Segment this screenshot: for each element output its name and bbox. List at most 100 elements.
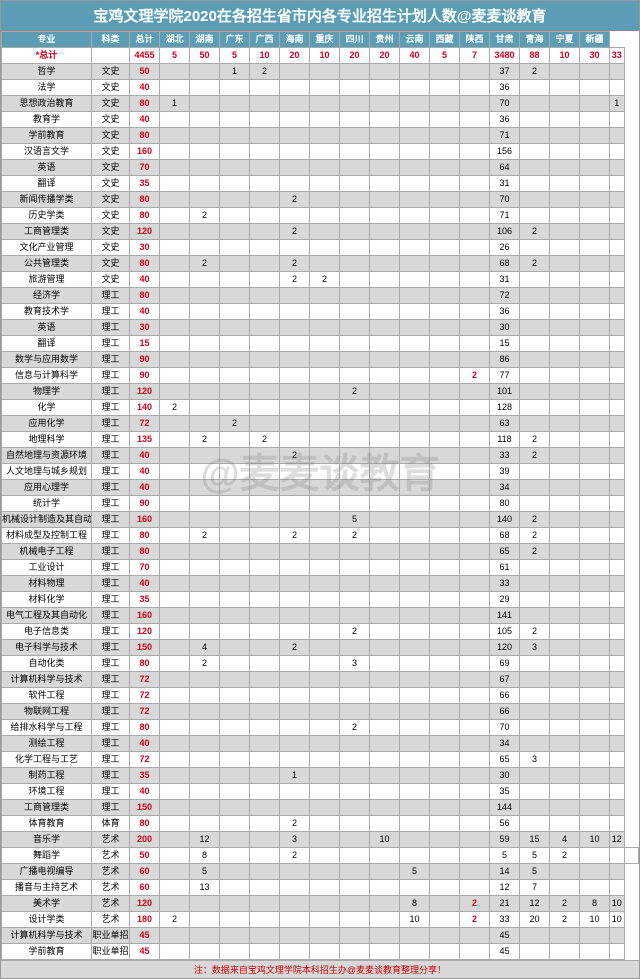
col-header: 湖北 [160, 32, 190, 48]
data-cell [460, 656, 490, 672]
data-cell [370, 144, 400, 160]
data-cell [460, 288, 490, 304]
data-cell [250, 400, 280, 416]
data-cell [160, 336, 190, 352]
data-cell [580, 528, 610, 544]
data-cell [400, 240, 430, 256]
data-cell [340, 912, 370, 928]
data-cell [430, 400, 460, 416]
data-cell [160, 416, 190, 432]
data-cell: 8 [190, 848, 220, 864]
data-cell: 理工 [92, 768, 130, 784]
data-cell: 101 [490, 384, 520, 400]
col-header: 总计 [130, 32, 160, 48]
data-cell [250, 944, 280, 960]
data-cell [610, 288, 625, 304]
data-cell [580, 848, 610, 864]
data-cell [310, 528, 340, 544]
data-cell [160, 368, 190, 384]
table-row: 应用化学理工72263 [2, 416, 639, 432]
data-cell [310, 800, 340, 816]
data-cell [430, 96, 460, 112]
data-cell [310, 288, 340, 304]
data-cell: 艺术 [92, 864, 130, 880]
data-cell: 2 [250, 64, 280, 80]
data-cell: 4 [550, 832, 580, 848]
table-row: 数学与应用数学理工9086 [2, 352, 639, 368]
data-cell: 数学与应用数学 [2, 352, 92, 368]
data-cell [610, 192, 625, 208]
data-cell [250, 640, 280, 656]
data-cell [460, 496, 490, 512]
data-cell [220, 320, 250, 336]
data-cell: 化学 [2, 400, 92, 416]
table-row: 软件工程理工7266 [2, 688, 639, 704]
data-cell: 200 [130, 832, 160, 848]
data-cell: 2 [520, 528, 550, 544]
table-row: 播音与主持艺术艺术6013127 [2, 880, 639, 896]
data-cell [430, 64, 460, 80]
data-cell: 教育学 [2, 112, 92, 128]
data-cell [550, 544, 580, 560]
data-cell [460, 224, 490, 240]
data-cell [580, 784, 610, 800]
data-cell: 音乐学 [2, 832, 92, 848]
data-cell: 70 [130, 560, 160, 576]
data-cell [160, 224, 190, 240]
data-cell: 30 [130, 240, 160, 256]
data-cell [220, 784, 250, 800]
data-cell [280, 912, 310, 928]
data-cell [550, 304, 580, 320]
data-cell [430, 864, 460, 880]
data-cell [550, 288, 580, 304]
data-cell: 旅游管理 [2, 272, 92, 288]
data-cell [460, 544, 490, 560]
data-cell: 体育教育 [2, 816, 92, 832]
data-cell: 141 [490, 608, 520, 624]
data-cell: 文史 [92, 96, 130, 112]
data-cell [280, 144, 310, 160]
data-cell [220, 624, 250, 640]
total-cell: 33 [610, 48, 625, 64]
data-cell [550, 640, 580, 656]
data-cell [340, 816, 370, 832]
data-cell [340, 96, 370, 112]
data-cell [520, 80, 550, 96]
data-cell [250, 592, 280, 608]
data-cell [310, 192, 340, 208]
table-row: 信息与计算科学理工90277 [2, 368, 639, 384]
data-cell [460, 256, 490, 272]
data-cell: 理工 [92, 288, 130, 304]
data-cell [190, 112, 220, 128]
data-cell [280, 288, 310, 304]
data-cell [160, 464, 190, 480]
data-cell [400, 208, 430, 224]
data-cell [310, 160, 340, 176]
data-cell: 2 [190, 528, 220, 544]
data-cell [190, 352, 220, 368]
data-cell [400, 512, 430, 528]
data-cell: 机械电子工程 [2, 544, 92, 560]
data-cell [310, 384, 340, 400]
data-cell [400, 576, 430, 592]
data-cell [430, 560, 460, 576]
data-cell: 68 [490, 528, 520, 544]
data-cell: 5 [520, 848, 550, 864]
data-cell [460, 640, 490, 656]
data-cell [220, 448, 250, 464]
total-cell: 7 [460, 48, 490, 64]
data-cell [460, 736, 490, 752]
data-cell [280, 672, 310, 688]
data-cell [580, 224, 610, 240]
total-cell: 5 [160, 48, 190, 64]
data-cell: 65 [490, 544, 520, 560]
data-cell [370, 640, 400, 656]
data-cell [610, 400, 625, 416]
data-cell [310, 624, 340, 640]
data-cell [250, 720, 280, 736]
data-cell [280, 576, 310, 592]
data-cell [220, 368, 250, 384]
data-cell [340, 448, 370, 464]
data-cell [250, 656, 280, 672]
data-cell: 文史 [92, 272, 130, 288]
